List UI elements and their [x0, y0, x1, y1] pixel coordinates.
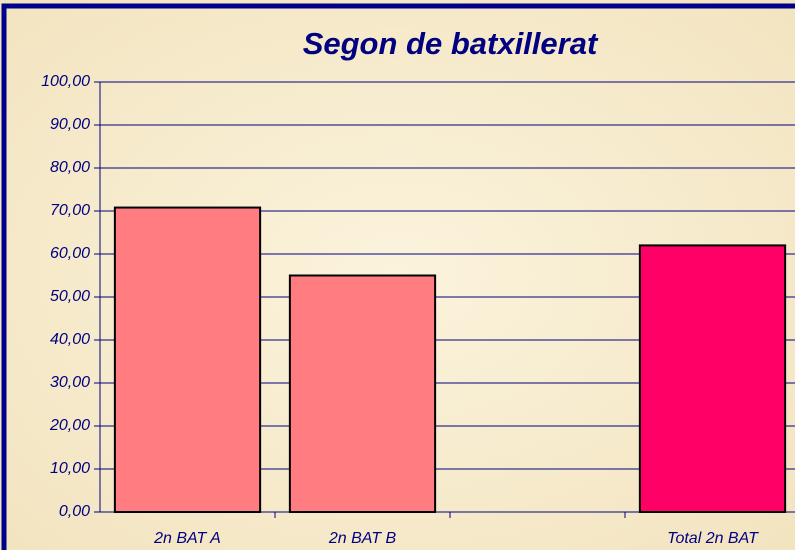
y-tick-label: 40,00: [50, 331, 90, 348]
x-tick-label: Total 2n BAT: [667, 530, 759, 547]
y-tick-label: 70,00: [50, 202, 90, 219]
y-tick-label: 60,00: [50, 245, 90, 262]
y-tick-label: 0,00: [59, 503, 90, 520]
bar: [638, 244, 787, 513]
y-tick-label: 30,00: [50, 374, 90, 391]
x-tick-label: 2n BAT A: [153, 530, 221, 547]
y-tick-label: 80,00: [50, 159, 90, 176]
y-tick-label: 100,00: [41, 73, 90, 90]
frame: [1, 3, 795, 550]
y-tick-label: 50,00: [50, 288, 90, 305]
y-tick-label: 20,00: [49, 417, 90, 434]
bar: [288, 274, 437, 513]
chart-title: Segon de batxillerat: [303, 26, 599, 61]
y-tick-label: 90,00: [50, 116, 90, 133]
x-tick-label: 2n BAT B: [328, 530, 397, 547]
y-tick-label: 10,00: [50, 460, 90, 477]
bar: [113, 206, 262, 513]
